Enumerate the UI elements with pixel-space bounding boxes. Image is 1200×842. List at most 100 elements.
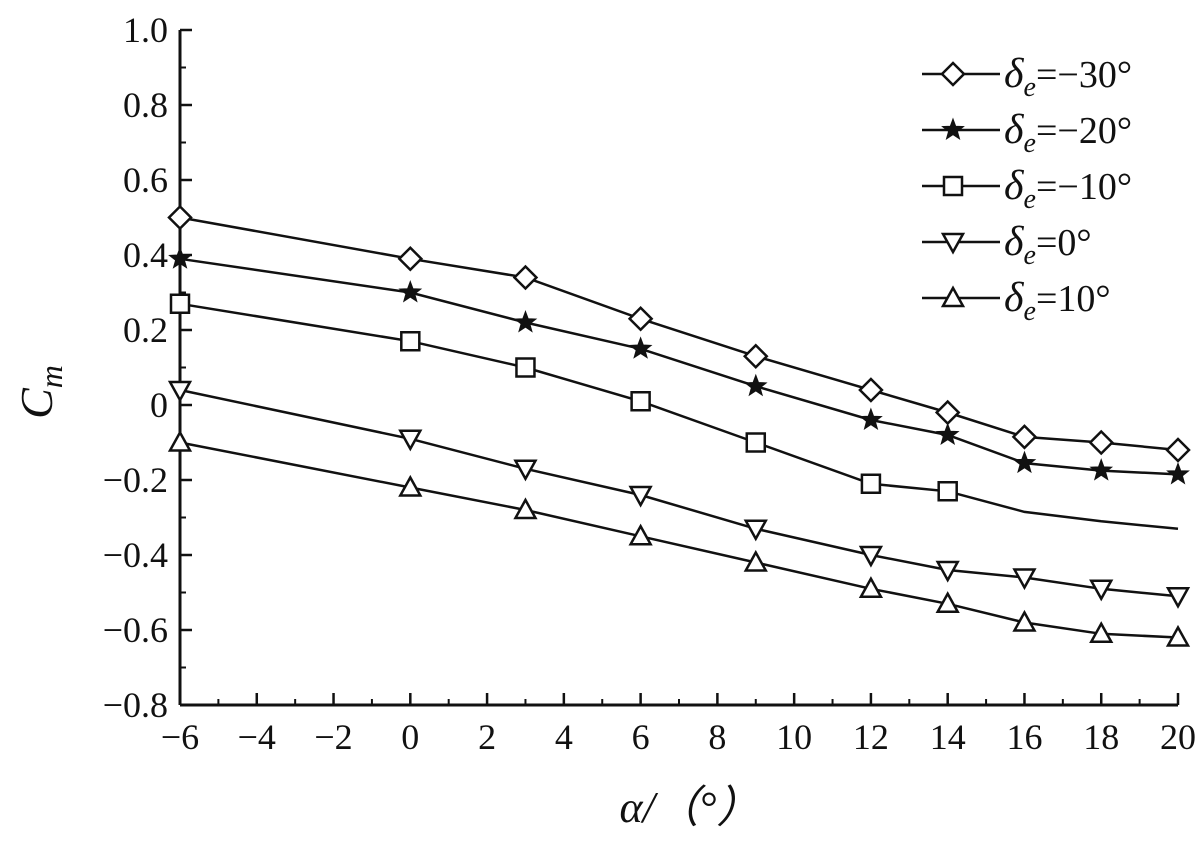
data-point-square — [745, 432, 767, 453]
x-tick-label: 6 — [632, 717, 650, 757]
data-point-square — [515, 357, 536, 378]
data-point-triangle-down — [940, 232, 966, 255]
x-tick-label: −6 — [161, 717, 199, 757]
series-line — [179, 257, 1179, 476]
data-point-square — [937, 481, 958, 502]
data-point-triangle-up — [1165, 624, 1191, 647]
data-point-square — [942, 175, 964, 197]
data-point-triangle-down — [1165, 587, 1191, 609]
legend-label: δe=−30° — [1004, 51, 1132, 103]
data-point-diamond — [627, 305, 654, 332]
data-point-square — [630, 391, 651, 412]
y-tick-label: −0.8 — [103, 685, 168, 725]
series-triangle-up — [167, 429, 1191, 647]
legend-item: δe=−10° — [922, 163, 1132, 215]
series-star — [168, 246, 1190, 485]
data-point-square — [169, 293, 191, 314]
data-point-triangle-up — [1012, 609, 1037, 632]
data-point-diamond — [1088, 429, 1114, 456]
data-point-triangle-down — [858, 545, 884, 568]
data-point-star — [1012, 450, 1037, 474]
legend-item: δe=10° — [922, 275, 1111, 327]
data-point-diamond — [743, 343, 769, 370]
axes: −6 −4 −2 0 2 4 6 8 10 12 14 16 18 20 −0.8 −0.6 −0.4 −0.2 0… — [103, 10, 1196, 757]
x-tick-label: 2 — [478, 717, 496, 757]
y-tick-label: 0.6 — [123, 160, 168, 200]
data-point-star — [1089, 458, 1114, 481]
legend: δe=−30°δe=−20°δe=−10°δe=0°δe=10° — [922, 51, 1132, 327]
data-point-star — [168, 246, 192, 269]
data-point-diamond — [512, 264, 539, 291]
data-point-diamond — [934, 399, 961, 426]
data-point-star — [859, 407, 883, 431]
data-point-triangle-up — [628, 523, 653, 546]
data-point-star — [941, 117, 965, 141]
legend-item: δe=0° — [922, 219, 1092, 271]
data-point-triangle-up — [398, 474, 423, 497]
series-square — [169, 293, 1179, 531]
series-line — [179, 388, 1179, 598]
x-tick-label: −4 — [238, 717, 276, 757]
legend-item: δe=−30° — [922, 51, 1132, 103]
x-tick-label: 18 — [1083, 717, 1119, 757]
y-tick-label: 0.2 — [123, 310, 168, 350]
data-point-diamond — [1011, 424, 1038, 450]
x-tick-label: 4 — [555, 717, 573, 757]
data-point-triangle-down — [1089, 579, 1114, 602]
data-point-triangle-down — [743, 519, 768, 542]
data-point-star — [743, 373, 768, 397]
data-point-triangle-up — [513, 497, 538, 520]
x-tick-label: 0 — [401, 717, 419, 757]
data-point-triangle-down — [167, 380, 193, 403]
legend-label: δe=−20° — [1004, 107, 1132, 159]
y-axis-title: Cm — [11, 365, 69, 419]
data-point-diamond — [1165, 437, 1191, 463]
x-tick-label: 16 — [1006, 717, 1042, 757]
legend-item: δe=−20° — [922, 107, 1132, 159]
data-point-triangle-up — [935, 591, 960, 613]
x-tick-label: −2 — [314, 717, 352, 757]
x-tick-label: 20 — [1160, 717, 1196, 757]
x-tick-label: 10 — [776, 717, 812, 757]
data-point-triangle-up — [940, 285, 966, 308]
y-tick-label: 0 — [150, 385, 168, 425]
y-axis-title-text: Cm — [11, 365, 69, 419]
legend-label: δe=0° — [1004, 219, 1092, 271]
series-line — [179, 216, 1179, 452]
data-point-triangle-up — [858, 576, 884, 598]
y-tick-label: −0.4 — [103, 535, 168, 575]
y-tick-label: 1.0 — [123, 10, 168, 50]
y-tick-label: −0.2 — [103, 460, 168, 500]
data-point-star — [935, 422, 960, 446]
series-line — [179, 441, 1179, 639]
x-tick-label: 12 — [853, 717, 889, 757]
data-point-diamond — [858, 377, 884, 403]
x-tick-label: 14 — [930, 717, 966, 757]
data-point-triangle-down — [513, 459, 538, 482]
data-point-star — [1166, 461, 1190, 485]
data-point-diamond — [940, 61, 966, 87]
data-point-star — [628, 336, 653, 359]
x-axis-title: α/（°） — [620, 783, 761, 832]
x-tick-label: 8 — [708, 717, 726, 757]
series-line — [179, 302, 1179, 531]
data-point-triangle-down — [628, 485, 653, 508]
y-tick-label: −0.6 — [103, 610, 168, 650]
data-point-square — [860, 473, 882, 494]
data-point-diamond — [397, 245, 424, 272]
data-point-star — [513, 310, 538, 333]
data-point-square — [400, 331, 421, 352]
data-point-triangle-up — [1089, 621, 1114, 643]
data-point-triangle-down — [398, 429, 423, 452]
data-point-triangle-up — [743, 549, 768, 572]
data-point-star — [398, 280, 423, 303]
series-triangle-down — [167, 380, 1191, 609]
data-point-triangle-down — [935, 560, 960, 583]
legend-label: δe=−10° — [1004, 163, 1132, 215]
data-point-diamond — [167, 204, 193, 231]
data-point-triangle-down — [1012, 568, 1037, 591]
legend-label: δe=10° — [1004, 275, 1111, 327]
series-layer — [167, 204, 1191, 647]
y-tick-label: 0.8 — [123, 85, 168, 125]
